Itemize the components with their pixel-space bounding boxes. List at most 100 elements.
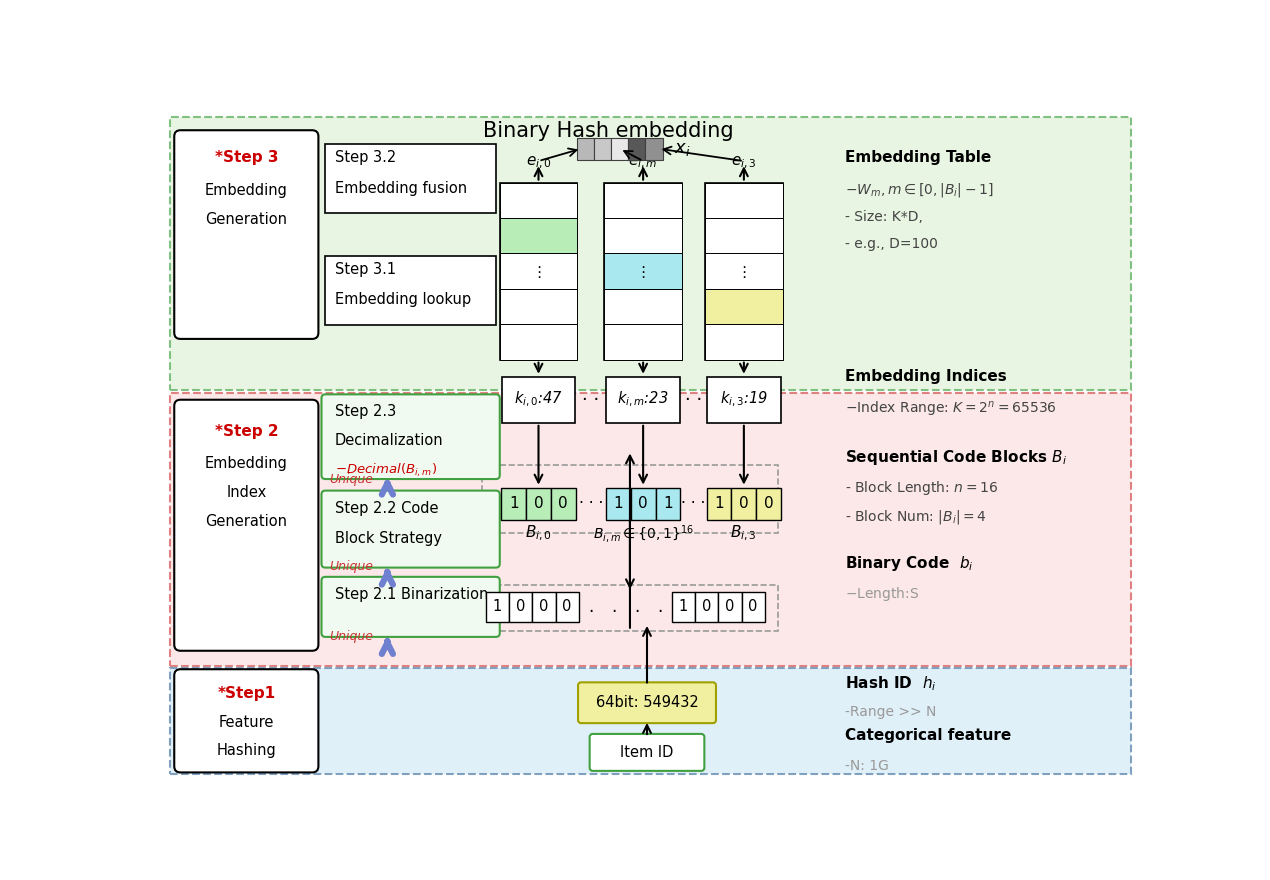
Text: 1: 1 — [613, 496, 624, 511]
Bar — [500, 218, 578, 253]
Bar — [705, 183, 782, 218]
Text: $e_{i,3}$: $e_{i,3}$ — [732, 155, 757, 171]
Text: .: . — [588, 598, 593, 616]
Bar — [611, 138, 629, 159]
Bar — [502, 377, 575, 422]
Text: *Step 2: *Step 2 — [215, 423, 278, 438]
Bar — [170, 668, 1132, 774]
Bar — [705, 325, 782, 360]
Bar — [756, 488, 781, 520]
Text: 1: 1 — [663, 496, 673, 511]
Text: Index: Index — [226, 485, 267, 500]
Bar — [742, 592, 765, 621]
Bar — [706, 488, 732, 520]
Bar — [605, 182, 682, 360]
Text: 1: 1 — [493, 599, 502, 614]
Text: $- W_m, m \in [0, |B_i| - 1]$: $- W_m, m \in [0, |B_i| - 1]$ — [845, 181, 993, 199]
Text: 1: 1 — [678, 599, 688, 614]
Text: 0: 0 — [739, 496, 749, 511]
Text: 0: 0 — [563, 599, 572, 614]
Bar — [481, 584, 779, 631]
Text: ⋮: ⋮ — [635, 266, 650, 281]
Bar — [672, 592, 695, 621]
Text: 64bit: 549432: 64bit: 549432 — [596, 695, 699, 710]
Bar — [705, 218, 782, 253]
Text: Step 3.1: Step 3.1 — [335, 262, 396, 277]
Text: 0: 0 — [763, 496, 773, 511]
Text: ⋮: ⋮ — [531, 266, 546, 281]
Bar — [325, 256, 495, 325]
Text: Step 2.1 Binarization: Step 2.1 Binarization — [335, 587, 488, 602]
Text: Step 2.2 Code: Step 2.2 Code — [335, 501, 438, 516]
FancyBboxPatch shape — [174, 669, 319, 773]
Text: $B_{i,m} \in \{0,1\}^{16}$: $B_{i,m} \in \{0,1\}^{16}$ — [593, 524, 693, 546]
Bar — [705, 253, 782, 289]
Bar — [631, 488, 655, 520]
Text: Generation: Generation — [206, 212, 287, 227]
Bar — [605, 325, 682, 360]
Text: $e_{i,m}$: $e_{i,m}$ — [629, 155, 658, 171]
Bar — [606, 377, 679, 422]
Text: $k_{i,m}$:23: $k_{i,m}$:23 — [617, 390, 669, 409]
Text: Step 2.3: Step 2.3 — [335, 404, 396, 420]
Bar — [732, 488, 756, 520]
Bar — [629, 138, 645, 159]
Bar — [170, 392, 1132, 666]
Text: $-$Length:S: $-$Length:S — [845, 584, 919, 603]
Bar — [509, 592, 532, 621]
Text: .: . — [658, 598, 663, 616]
Text: Hashing: Hashing — [216, 743, 276, 759]
Text: Block Strategy: Block Strategy — [335, 531, 442, 546]
Text: Binary Hash embedding: Binary Hash embedding — [483, 121, 734, 141]
Bar — [551, 488, 575, 520]
Text: .: . — [611, 598, 616, 616]
Bar — [170, 117, 1132, 391]
Text: $B_{i,3}$: $B_{i,3}$ — [730, 524, 757, 543]
Bar — [705, 182, 782, 360]
Bar — [500, 289, 578, 325]
FancyBboxPatch shape — [174, 130, 319, 339]
Text: Generation: Generation — [206, 515, 287, 530]
FancyBboxPatch shape — [589, 734, 705, 771]
Bar — [532, 592, 555, 621]
Text: 0: 0 — [559, 496, 568, 511]
Text: 1: 1 — [509, 496, 518, 511]
Text: Embedding lookup: Embedding lookup — [335, 292, 471, 307]
Bar — [655, 488, 681, 520]
Bar — [500, 253, 578, 289]
Text: Step 3.2: Step 3.2 — [335, 150, 396, 165]
Bar — [719, 592, 742, 621]
Bar — [594, 138, 611, 159]
Bar — [605, 289, 682, 325]
Bar — [645, 138, 663, 159]
Text: 0: 0 — [533, 496, 544, 511]
FancyBboxPatch shape — [321, 577, 500, 637]
Text: - Size: K*D,: - Size: K*D, — [845, 209, 922, 224]
Text: Unique: Unique — [329, 629, 373, 642]
Bar — [500, 325, 578, 360]
Text: Embedding Indices: Embedding Indices — [845, 369, 1006, 384]
Text: *Step 3: *Step 3 — [215, 150, 278, 165]
Text: · · ·: · · · — [579, 496, 603, 511]
Bar — [605, 183, 682, 218]
FancyBboxPatch shape — [174, 400, 319, 651]
Text: Binary Code  $b_i$: Binary Code $b_i$ — [845, 554, 974, 573]
Text: Unique: Unique — [329, 560, 373, 573]
Text: 0: 0 — [639, 496, 648, 511]
Bar — [325, 144, 495, 213]
Bar — [500, 183, 578, 218]
Bar — [486, 592, 509, 621]
Bar — [605, 218, 682, 253]
Text: Hash ID  $h_i$: Hash ID $h_i$ — [845, 674, 936, 693]
Bar — [606, 488, 631, 520]
Bar — [502, 488, 526, 520]
Bar — [605, 253, 682, 289]
Text: $B_{i,0}$: $B_{i,0}$ — [525, 524, 552, 543]
Text: Sequential Code Blocks $B_i$: Sequential Code Blocks $B_i$ — [845, 448, 1067, 467]
Bar — [500, 182, 578, 360]
Text: Decimalization: Decimalization — [335, 433, 443, 448]
Text: -Range >> N: -Range >> N — [845, 705, 936, 719]
FancyBboxPatch shape — [578, 682, 716, 723]
Text: ⋮: ⋮ — [737, 266, 752, 281]
Text: $e_{i,0}$: $e_{i,0}$ — [526, 155, 551, 171]
